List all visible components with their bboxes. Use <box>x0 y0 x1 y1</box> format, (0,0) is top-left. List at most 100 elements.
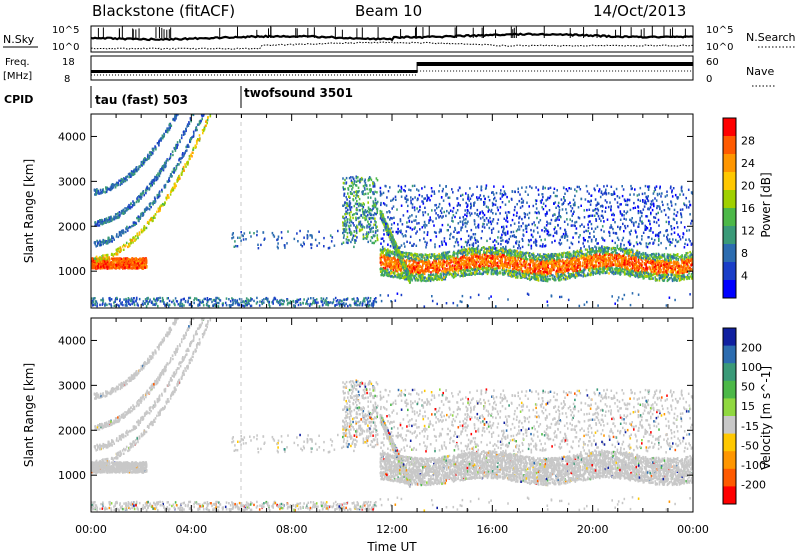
power-cell <box>91 257 93 261</box>
power-cell <box>94 193 96 196</box>
power-cell <box>687 255 689 258</box>
power-cell <box>524 253 527 257</box>
power-cell <box>97 264 99 267</box>
power-cell <box>95 267 98 270</box>
power-cell <box>615 253 618 256</box>
power-cell <box>96 244 99 247</box>
power-cell <box>197 299 200 302</box>
power-cell <box>375 203 377 207</box>
power-cell <box>442 270 445 273</box>
power-cell <box>376 209 379 213</box>
power-cell <box>152 149 154 152</box>
power-cell <box>115 260 117 263</box>
power-cell <box>478 255 480 258</box>
power-cell <box>130 202 132 205</box>
power-cell <box>162 298 164 302</box>
power-cell <box>149 298 151 301</box>
power-cell <box>126 299 128 302</box>
power-cell <box>277 238 279 241</box>
power-cell <box>97 242 99 246</box>
power-cell <box>355 231 358 234</box>
power-cell <box>117 249 120 252</box>
power-cell <box>353 194 355 198</box>
power-cell <box>214 299 217 302</box>
power-cell <box>152 216 155 220</box>
power-cell <box>445 261 447 264</box>
power-cell <box>91 263 94 266</box>
power-cell <box>367 223 370 226</box>
power-cell <box>191 136 193 139</box>
power-cell <box>187 299 189 302</box>
power-cell <box>181 167 184 171</box>
power-cell <box>632 270 635 273</box>
power-cell <box>99 243 102 247</box>
power-cell <box>563 269 566 273</box>
power-cell <box>128 298 130 302</box>
power-cell <box>174 117 176 120</box>
power-cell <box>374 205 377 209</box>
power-cell <box>579 266 581 270</box>
power-cell <box>667 278 669 282</box>
power-cell <box>115 181 118 184</box>
power-cell <box>164 201 166 204</box>
power-cell <box>122 263 125 267</box>
power-cell <box>359 177 362 181</box>
power-cell <box>518 255 520 258</box>
power-cell <box>409 269 411 272</box>
power-cell <box>167 180 169 183</box>
power-cell <box>179 303 181 306</box>
power-cell <box>347 304 349 308</box>
power-cell <box>376 211 378 215</box>
power-cell <box>366 302 369 306</box>
power-cell <box>392 269 395 272</box>
power-cell <box>354 239 356 242</box>
power-cell <box>473 253 476 256</box>
power-cell <box>455 259 458 262</box>
power-cell <box>372 207 374 210</box>
power-cell <box>360 178 363 181</box>
power-cell <box>569 267 572 270</box>
power-cell <box>273 235 276 238</box>
power-cell <box>364 188 366 191</box>
power-cell <box>375 226 377 230</box>
power-cell <box>350 219 352 222</box>
power-cell <box>448 250 451 254</box>
power-cell <box>461 254 464 257</box>
power-cell <box>419 272 421 275</box>
power-cell <box>368 231 370 234</box>
power-cell <box>200 301 203 304</box>
power-cell <box>133 169 136 172</box>
power-cell <box>133 303 136 307</box>
power-cell <box>362 184 365 188</box>
power-cell <box>348 231 351 234</box>
power-cell <box>263 301 265 304</box>
power-cell <box>567 263 569 267</box>
power-cell <box>98 243 101 246</box>
power-cell <box>347 192 349 195</box>
power-cell <box>344 230 347 233</box>
power-cell <box>96 259 99 262</box>
power-cell <box>109 188 111 191</box>
power-cell <box>110 303 112 306</box>
power-cell <box>546 266 548 269</box>
power-cell <box>676 266 679 270</box>
power-cell <box>122 303 124 307</box>
power-cell <box>363 226 366 229</box>
power-cell <box>356 226 359 229</box>
power-cell <box>175 165 178 168</box>
power-cell <box>361 223 363 226</box>
power-cell <box>231 237 233 240</box>
power-cell <box>517 275 519 278</box>
power-cell <box>348 203 351 207</box>
power-cell <box>382 270 384 273</box>
power-cell <box>374 217 376 220</box>
power-cell <box>421 258 423 261</box>
power-cell <box>174 185 176 188</box>
power-cell <box>364 209 367 212</box>
power-cell <box>448 267 451 270</box>
power-cell <box>217 305 220 308</box>
power-cell <box>368 176 371 179</box>
power-cell <box>361 303 364 306</box>
power-cell <box>352 186 354 189</box>
power-cell <box>137 304 139 307</box>
